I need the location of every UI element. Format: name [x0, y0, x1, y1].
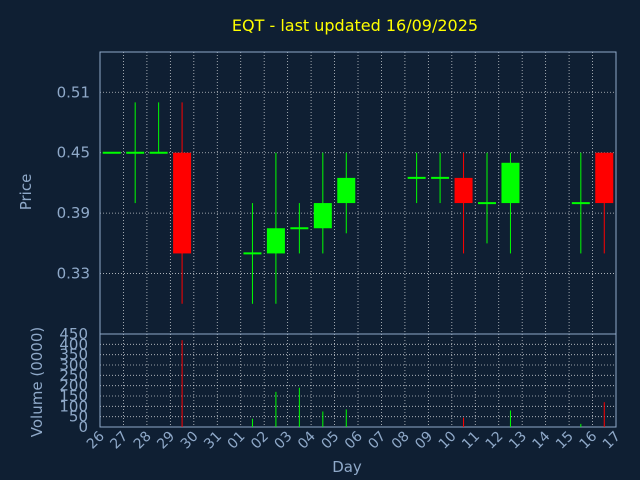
x-tick-label: 17	[600, 429, 624, 453]
x-tick-label: 09	[412, 429, 436, 453]
volume-frame	[99, 333, 617, 428]
price-axis-label: Price	[17, 174, 35, 211]
x-axis-ticks: 26 27 28 29 30 31 01 02 03 04 05 06 07 08 09 10 11 12 13 14…	[84, 428, 624, 452]
candle-body	[595, 152, 614, 204]
x-tick-label: 28	[131, 429, 155, 453]
volume-axis-label: Volume (0000)	[28, 327, 46, 437]
price-tick-label: 0.45	[57, 144, 90, 162]
candle-body	[501, 162, 520, 204]
volume-tick-label: 100	[59, 397, 88, 415]
x-tick-label: 06	[342, 428, 366, 452]
x-tick-label: 15	[553, 429, 577, 453]
candle-body	[266, 228, 285, 254]
x-tick-label: 10	[436, 429, 460, 453]
candle-body	[337, 177, 356, 204]
x-tick-label: 16	[576, 428, 600, 452]
volume-tick-label: 350	[59, 346, 88, 364]
x-tick-label: 08	[389, 429, 413, 453]
x-tick-label: 02	[248, 429, 272, 453]
candle-body	[454, 177, 473, 204]
chart-title: EQT - last updated 16/09/2025	[232, 16, 478, 35]
volume-tick-label: 150	[59, 387, 88, 405]
x-tick-label: 31	[201, 429, 225, 453]
price-panel: 0.33 0.39 0.45 0.51	[57, 51, 617, 335]
volume-tick-label: 250	[59, 366, 88, 384]
volume-tick-label: 50	[69, 408, 88, 426]
x-tick-label: 11	[459, 429, 483, 453]
price-tick-label: 0.33	[57, 265, 90, 283]
x-tick-label: 07	[365, 429, 389, 453]
volume-tick-label: 300	[59, 356, 88, 374]
x-tick-label: 14	[530, 428, 554, 452]
x-tick-label: 05	[318, 429, 342, 453]
candle-body	[173, 152, 192, 254]
volume-tick-label: 200	[59, 377, 88, 395]
x-tick-label: 29	[154, 429, 178, 453]
x-tick-label: 12	[483, 429, 507, 453]
price-tick-label: 0.39	[57, 204, 90, 222]
volume-tick-label: 0	[78, 418, 88, 436]
x-tick-label: 01	[225, 429, 249, 453]
price-tick-label: 0.51	[57, 83, 90, 101]
candle-body	[313, 203, 332, 229]
volume-tick-label: 400	[59, 335, 88, 353]
volume-tick-label: 450	[59, 325, 88, 343]
x-tick-label: 30	[178, 429, 202, 453]
x-tick-label: 03	[272, 429, 296, 453]
x-tick-label: 13	[506, 429, 530, 453]
x-tick-label: 27	[107, 429, 131, 453]
x-tick-label: 04	[295, 428, 319, 452]
x-axis-label: Day	[332, 458, 362, 476]
